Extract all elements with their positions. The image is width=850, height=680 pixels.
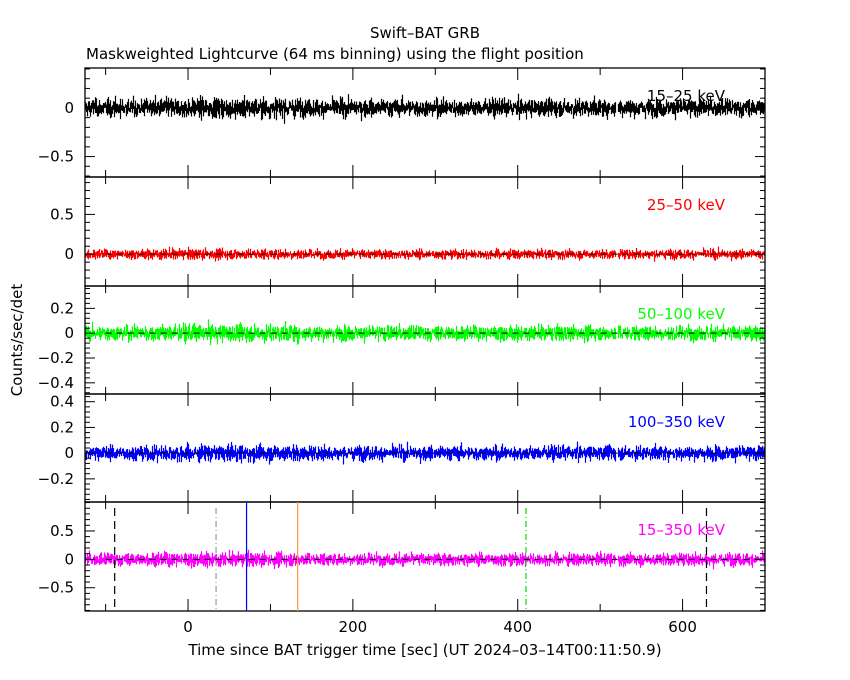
panel-frame [84,501,766,612]
band-label: 25–50 keV [647,196,726,214]
y-tick-label: −0.5 [38,148,74,166]
band-label: 15–25 keV [647,87,726,105]
y-tick-label: −0.5 [38,579,74,597]
band-label: 50–100 keV [637,305,725,323]
x-tick-label: 200 [339,618,368,636]
x-tick-label: 400 [503,618,532,636]
y-tick-label: 0 [64,99,74,117]
y-tick-label: −0.2 [38,470,74,488]
y-tick-label: 0 [64,550,74,568]
panel-1: 0 −0.5 15–25 keV [38,67,766,178]
y-tick-label: 0 [64,324,74,342]
y-axis-label: Counts/sec/det [8,284,26,397]
chart-title: Swift–BAT GRB [370,24,480,42]
chart-subtitle: Maskweighted Lightcurve (64 ms binning) … [86,45,584,63]
y-tick-label: 0.5 [50,205,74,223]
panel-frame [84,67,766,178]
band-label: 15–350 keV [637,521,725,539]
y-tick-label: 0 [64,245,74,263]
y-tick-label: −0.2 [38,349,74,367]
y-tick-label: 0.2 [50,418,74,436]
y-tick-label: 0 [64,444,74,462]
y-tick-label: −0.4 [38,374,74,392]
x-axis-label: Time since BAT trigger time [sec] (UT 20… [187,641,661,659]
panel-3: 0.2 0 −0.2 −0.4 50–100 keV [38,285,766,395]
panel-5: 0.5 0 −0.5 15–350 keV [38,501,766,612]
panel-2: 0.5 0 25–50 keV [50,176,766,287]
x-tick-label: 0 [183,618,193,636]
y-tick-label: 0.5 [50,522,74,540]
band-label: 100–350 keV [628,413,726,431]
panel-4: 0.4 0.2 0 −0.2 100–350 keV [38,393,766,503]
x-tick-label: 600 [668,618,697,636]
panel-frame [84,176,766,287]
y-tick-label: 0.4 [50,393,74,411]
lightcurve-series [84,319,766,346]
y-tick-label: 0.2 [50,299,74,317]
